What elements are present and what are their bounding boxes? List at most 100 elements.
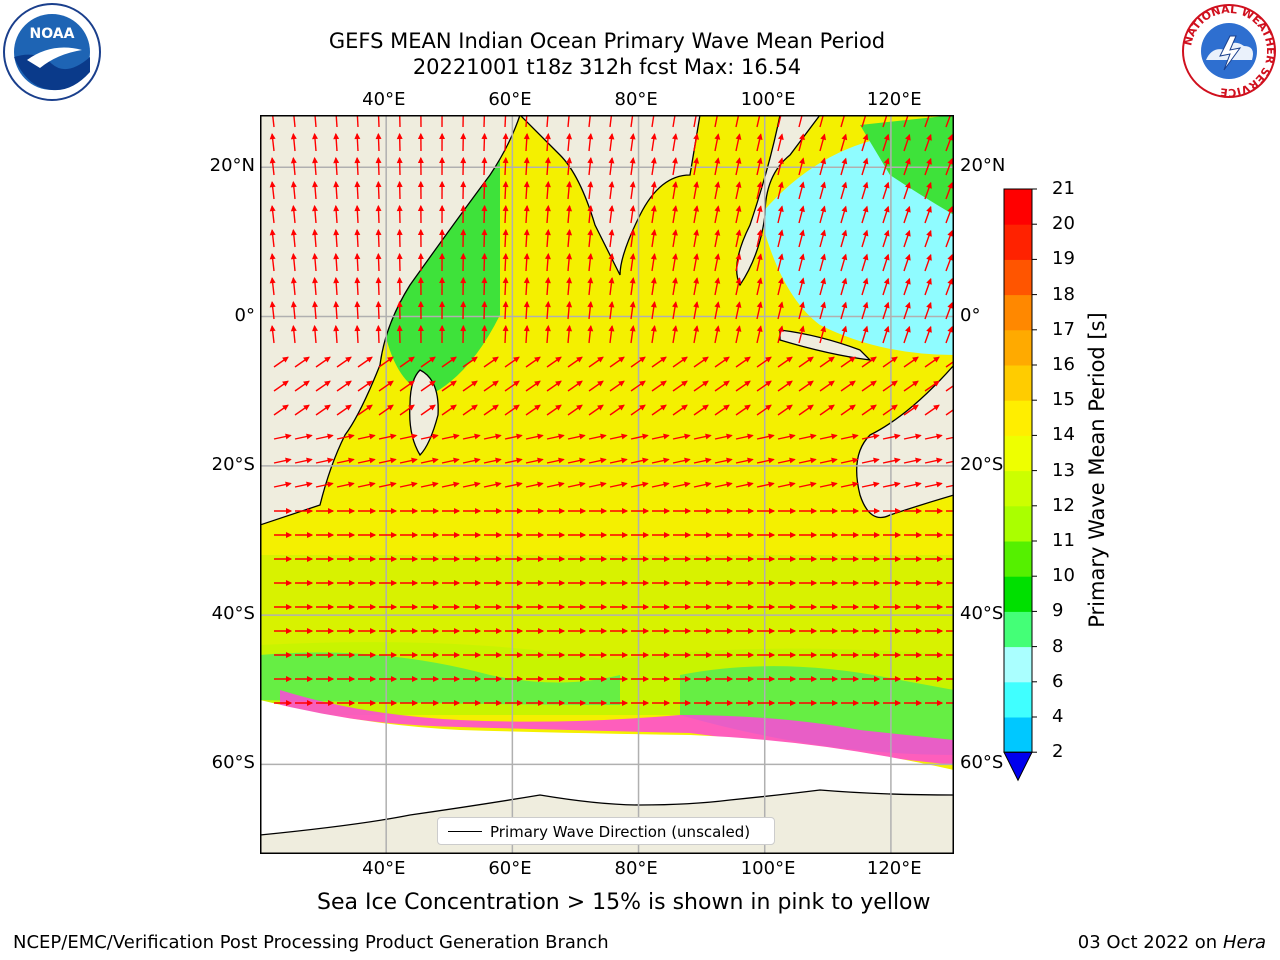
wave-arrowhead [744,356,751,363]
wave-arrowhead [768,604,776,610]
wave-arrowhead [537,481,544,488]
wave-arrowhead [396,324,403,332]
map-title: GEFS MEAN Indian Ocean Primary Wave Mean… [328,29,886,53]
wave-arrowhead [756,181,763,188]
wave-arrowhead [789,556,797,562]
wave-arrowhead [537,457,544,464]
wave-arrowhead [723,356,730,363]
wave-arrowhead [439,204,446,212]
wave-arrowhead [905,229,911,237]
wave-arrowhead [693,229,700,236]
wave-arrowhead [915,628,923,634]
wave-arrowhead [936,700,944,706]
wave-arrowhead [786,404,793,411]
wave-arrowhead [495,628,503,634]
wave-arrowhead [873,481,880,488]
wave-arrowhead [947,277,953,285]
wave-arrowhead [777,229,784,237]
wave-arrowhead [768,532,776,538]
wave-arrowhead [756,253,763,260]
wave-arrowhead [516,508,524,514]
wave-arrowhead [810,700,818,706]
wave-arrowhead [417,252,424,260]
wave-arrowhead [768,676,776,682]
wave-arrowhead [390,676,398,682]
wave-arrowhead [285,700,293,706]
wave-arrowhead [450,356,457,363]
wave-arrowhead [387,356,394,363]
lat-tick-right: 60°S [960,752,1004,774]
wave-arrowhead [705,676,713,682]
wave-arrowhead [587,228,594,236]
wave-arrowhead [390,481,397,488]
wave-arrowhead [873,580,881,586]
wave-arrowhead [375,228,382,236]
wave-arrowhead [702,380,709,387]
wave-arrowhead [608,300,615,308]
wave-arrowhead [936,580,944,586]
wave-arrowhead [777,181,784,189]
wave-arrowhead [432,532,440,538]
wave-arrowhead [926,277,932,285]
wave-arrowhead [629,253,636,260]
colorbar-segment [1004,189,1032,225]
wave-arrowhead [608,324,615,332]
wave-arrowhead [600,700,608,706]
wave-arrowhead [629,301,636,308]
wave-arrowhead [474,508,482,514]
wave-arrowhead [915,433,922,440]
wave-arrowhead [495,580,503,586]
wave-arrowhead [600,604,608,610]
south-china-sea [760,135,954,355]
wave-arrowhead [705,652,713,658]
wave-arrowhead [579,628,587,634]
wave-arrowhead [672,301,678,308]
wave-arrowhead [768,457,775,464]
wave-arrowhead [933,356,940,363]
wave-arrowhead [354,180,361,188]
wave-arrowhead [681,380,688,387]
wave-arrowhead [523,252,530,260]
wave-arrowhead [852,532,860,538]
wave-arrowhead [495,652,503,658]
wave-arrowhead [555,356,562,363]
wave-arrowhead [579,676,587,682]
wave-arrowhead [894,508,902,514]
wave-arrowhead [369,508,377,514]
wave-arrowhead [587,276,594,284]
wave-arrowhead [663,676,671,682]
southeast-asia-land [700,115,821,287]
wave-arrowhead [768,481,775,488]
wave-arrowhead [324,404,331,411]
wave-arrowhead [831,652,839,658]
wave-arrowhead [747,433,754,440]
wave-arrow [714,115,719,128]
wave-arrowhead [348,532,356,538]
wave-arrowhead [516,481,523,488]
wave-arrowhead [282,404,289,411]
wave-arrowhead [693,157,700,164]
wave-arrowhead [290,324,297,332]
wave-arrowhead [348,652,356,658]
wave-arrowhead [492,356,499,363]
wave-arrowhead [926,133,932,141]
wave-arrowhead [629,157,636,164]
wave-arrowhead [905,301,911,309]
wave-arrowhead [883,157,890,165]
wave-arrowhead [726,604,734,610]
wave-arrowhead [600,532,608,538]
wave-arrowhead [474,604,482,610]
wave-arrowhead [290,276,297,284]
wave-arrowhead [926,205,932,213]
wave-arrowhead [684,556,692,562]
lat-tick-left: 40°S [211,603,255,625]
wave-arrowhead [873,604,881,610]
noaa-logo-text: NOAA [30,26,75,42]
wave-arrowhead [354,252,361,260]
lon-tick-top: 80°E [614,89,658,110]
colorbar-extend-arrow [1003,751,1033,782]
wave-arrowhead [306,604,314,610]
wave-arrowhead [777,325,784,333]
wave-arrowhead [789,508,797,514]
wave-arrowhead [894,433,901,440]
